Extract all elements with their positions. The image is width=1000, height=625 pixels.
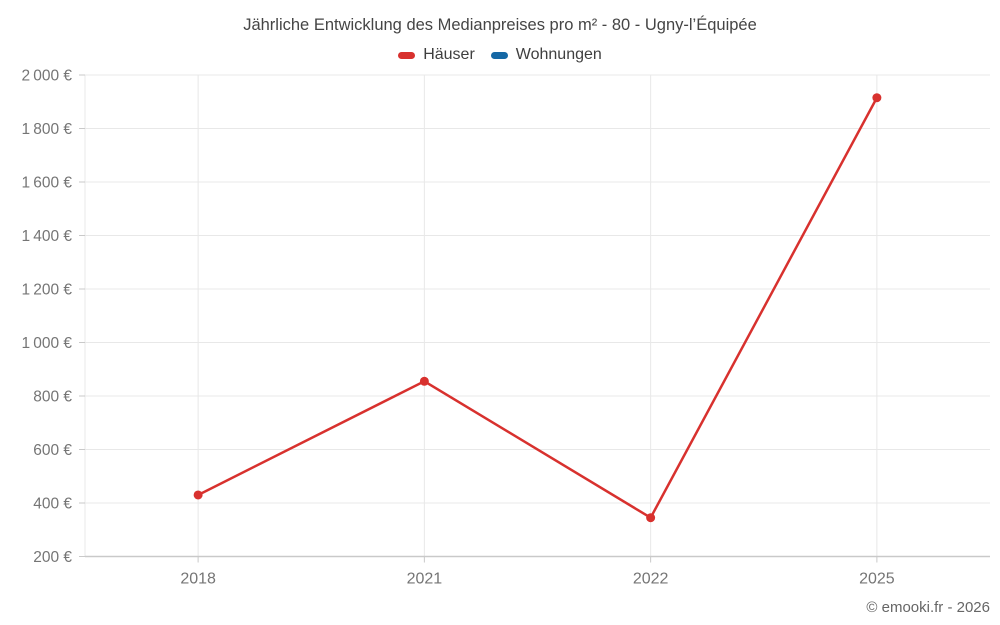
x-tick-label: 2025 <box>859 571 895 588</box>
data-point[interactable] <box>419 376 429 386</box>
y-tick-label: 1 600 € <box>21 175 72 192</box>
data-point[interactable] <box>193 490 203 500</box>
copyright-footer: © emooki.fr - 2026 <box>866 599 990 616</box>
wohnungen-series-swatch-icon <box>490 51 508 59</box>
data-point[interactable] <box>872 93 882 103</box>
legend-label-wohnungen: Wohnungen <box>515 46 602 63</box>
data-point[interactable] <box>646 513 656 523</box>
legend-item-wohnungen[interactable]: Wohnungen <box>490 46 602 64</box>
x-tick-label: 2021 <box>407 571 443 588</box>
y-tick-label: 600 € <box>33 442 72 459</box>
y-tick-label: 1 200 € <box>21 282 72 299</box>
legend-item-haeuser[interactable]: Häuser <box>398 46 475 64</box>
y-tick-label: 1 400 € <box>21 228 72 245</box>
y-tick-label: 1 800 € <box>21 121 72 138</box>
legend-label-haeuser: Häuser <box>423 46 475 63</box>
haeuser-series-swatch-icon <box>398 51 416 59</box>
x-tick-label: 2018 <box>180 571 216 588</box>
series-line <box>196 96 879 519</box>
chart-legend: Häuser Wohnungen <box>0 46 1000 64</box>
x-tick-label: 2022 <box>633 571 669 588</box>
y-tick-label: 200 € <box>33 549 72 566</box>
y-tick-label: 800 € <box>33 389 72 406</box>
chart-title: Jährliche Entwicklung des Medianpreises … <box>243 16 757 34</box>
y-tick-label: 400 € <box>33 496 72 513</box>
y-tick-label: 2 000 € <box>21 68 72 85</box>
y-tick-label: 1 000 € <box>21 335 72 352</box>
